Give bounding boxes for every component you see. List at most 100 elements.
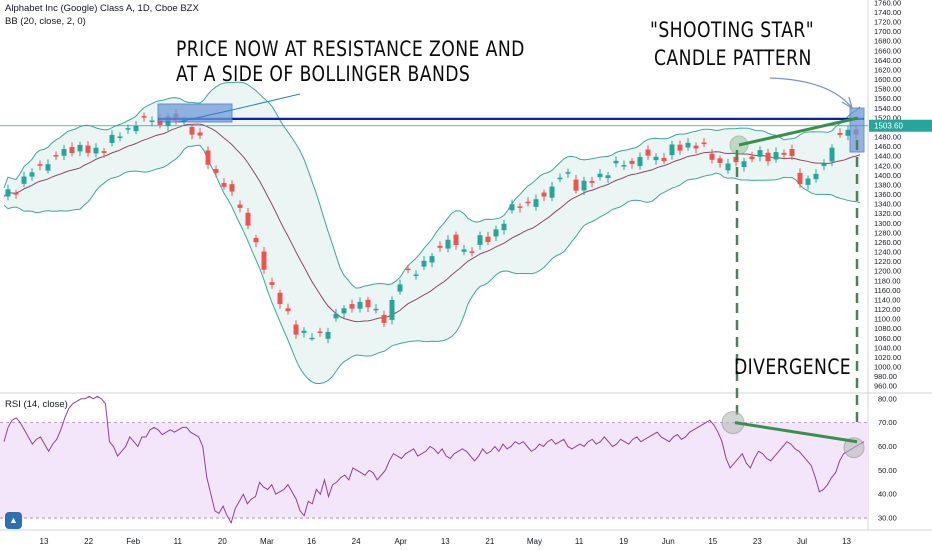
bb-indicator-label[interactable]: BB (20, close, 2, 0) [5,16,86,27]
price-tick-label: 1000.00 [874,363,901,372]
price-tick-label: 1280.00 [874,228,901,237]
candle-body [421,260,427,267]
candle-body [309,337,315,340]
price-tick-label: 1660.00 [874,46,901,55]
candle-body [189,127,195,135]
last-price-badge [869,119,932,132]
candle-body [85,145,91,153]
price-tick-label: 1620.00 [874,65,901,74]
resistance-zone-left [157,103,233,123]
candle-body [573,179,579,191]
price-tick-label: 960.00 [874,382,897,391]
candle-body [389,300,395,320]
candle-body [285,308,291,312]
price-tick-label: 1340.00 [874,200,901,209]
candle-body [53,155,59,157]
time-tick-label: 16 [307,537,316,546]
candle-body [581,180,587,191]
candle-body [325,331,331,339]
candle-body [349,304,355,309]
time-tick-label: 20 [218,537,227,546]
last-price-label: 1503.60 [874,122,903,131]
rsi-line [3,395,865,525]
price-tick-label: 1160.00 [874,286,901,295]
price-tick-label: 1760.00 [874,0,901,7]
chart-title: Alphabet Inc (Google) Class A, 1D, Cboe … [5,3,199,14]
candle-body [109,134,115,144]
price-tick-label: 1380.00 [874,180,901,189]
price-tick-label: 1100.00 [874,315,901,324]
candle-body [77,144,83,152]
candle-body [749,156,755,160]
price-tick-label: 1420.00 [874,161,901,170]
candle-body [813,173,819,180]
candle-body [645,149,651,156]
candle-body [453,234,459,245]
price-tick-label: 1320.00 [874,209,901,218]
time-axis: 13 22 Feb 11 20 Mar 16 24 Apr 13 21 May 11 19 Jun 15 23 J… [40,537,852,546]
time-tick-label: 19 [619,537,628,546]
price-tick-label: 1680.00 [874,37,901,46]
candle-body [549,186,555,198]
headline-arrow-line [177,93,301,123]
candle-body [29,172,35,177]
candle-body [205,150,211,165]
time-tick-label: Jul [797,537,807,546]
candle-body [613,160,619,164]
price-tick-label: 1740.00 [874,8,901,17]
candle-body [469,251,475,253]
candle-body [781,152,787,155]
rsi-band-fill [0,422,868,519]
price-tick-label: 1560.00 [874,94,901,103]
time-tick-label: 13 [40,537,49,546]
candle-body [605,175,611,179]
candle-body [213,169,219,173]
time-tick-label: 23 [753,537,762,546]
candle-body [805,178,811,185]
price-tick-label: 1060.00 [874,334,901,343]
time-tick-label: 11 [575,537,584,546]
candle-body [149,120,155,123]
candle-body [13,193,19,195]
candle-body [701,142,707,145]
rsi-indicator-label[interactable]: RSI (14, close) [5,399,68,410]
candle-body [333,313,339,319]
rsi-tick-label: 30.00 [878,514,897,523]
candle-body [397,284,403,292]
time-tick-label: May [527,537,542,546]
candle-body [365,299,371,308]
candle-body [445,239,451,249]
price-tick-label: 1300.00 [874,219,901,228]
candle-body [437,245,443,248]
candle-body [269,282,275,285]
price-tick-label: 1540.00 [874,104,901,113]
candle-body [141,116,147,118]
candles [5,109,859,344]
price-tick-label: 1260.00 [874,238,901,247]
candle-body [837,132,843,135]
candle-body [589,180,595,183]
candle-body [845,129,851,136]
candle-body [373,308,379,311]
candle-body [357,301,363,309]
price-tick-label: 1360.00 [874,190,901,199]
candle-body [717,158,723,163]
candle-body [661,157,667,162]
candle-body [525,201,531,204]
candle-body [725,163,731,171]
candle-body [789,149,795,157]
candle-body [509,204,515,211]
divergence-annotation: DIVERGENCE [734,355,852,379]
rsi-divergence-line [734,421,858,444]
price-tick-label: 1720.00 [874,18,901,27]
candle-body [677,144,683,151]
time-tick-label: Mar [260,537,274,546]
candle-body [117,136,123,138]
rsi-tick-label: 70.00 [878,418,897,427]
tradingview-logo-icon[interactable]: ▲ [5,512,22,529]
price-axis: 1760.001740.001720.001700.001680.001660.… [874,0,901,391]
candle-body [765,152,771,162]
candle-body [133,125,139,132]
candle-body [21,176,27,184]
